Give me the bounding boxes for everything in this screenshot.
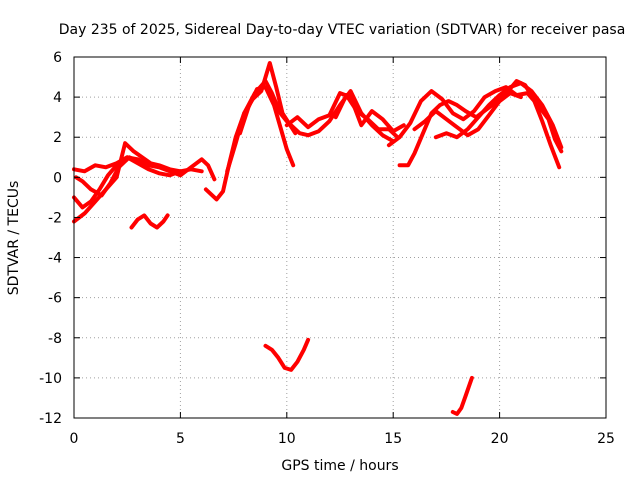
x-tick-label: 10 — [278, 431, 296, 447]
x-tick-label: 5 — [176, 431, 185, 447]
series-track-1 — [72, 155, 217, 182]
series-track-8 — [238, 85, 296, 168]
series-track-16 — [263, 337, 311, 372]
y-tick-label: 6 — [53, 50, 62, 66]
y-tick-label: -2 — [48, 210, 62, 226]
series-track-10 — [306, 89, 396, 144]
y-tick-label: -6 — [48, 291, 62, 307]
tick-layer: 0 5 10 15 20 25 -12 -10 -8 -6 -4 -2 0 2 4 6 — [39, 50, 615, 447]
y-tick-label: 2 — [53, 130, 62, 146]
plot-frame — [73, 56, 607, 419]
series-track-3 — [72, 141, 183, 224]
x-tick-label: 20 — [491, 431, 509, 447]
series-track-15 — [433, 81, 564, 150]
y-tick-label: -4 — [48, 251, 62, 267]
x-tick-label: 0 — [70, 431, 79, 447]
x-tick-label: 15 — [384, 431, 402, 447]
y-tick-label: -8 — [48, 331, 62, 347]
y-tick-label: -10 — [39, 371, 62, 387]
series-track-14 — [412, 91, 523, 138]
chart-title: Day 235 of 2025, Sidereal Day-to-day VTE… — [59, 22, 626, 38]
y-tick-label: 4 — [53, 90, 62, 106]
series-track-5 — [129, 213, 170, 230]
series-track-4 — [74, 155, 140, 198]
grid-layer — [74, 57, 606, 418]
series-track-12 — [386, 85, 564, 154]
y-tick-label: 0 — [53, 170, 62, 186]
series-layer — [72, 61, 564, 416]
x-tick-label: 25 — [597, 431, 615, 447]
series-track-11 — [333, 93, 400, 140]
x-axis-label: GPS time / hours — [281, 458, 398, 474]
y-axis-label: SDTVAR / TECUs — [6, 181, 22, 296]
series-track-17 — [450, 375, 474, 416]
y-tick-label: -12 — [39, 411, 62, 427]
